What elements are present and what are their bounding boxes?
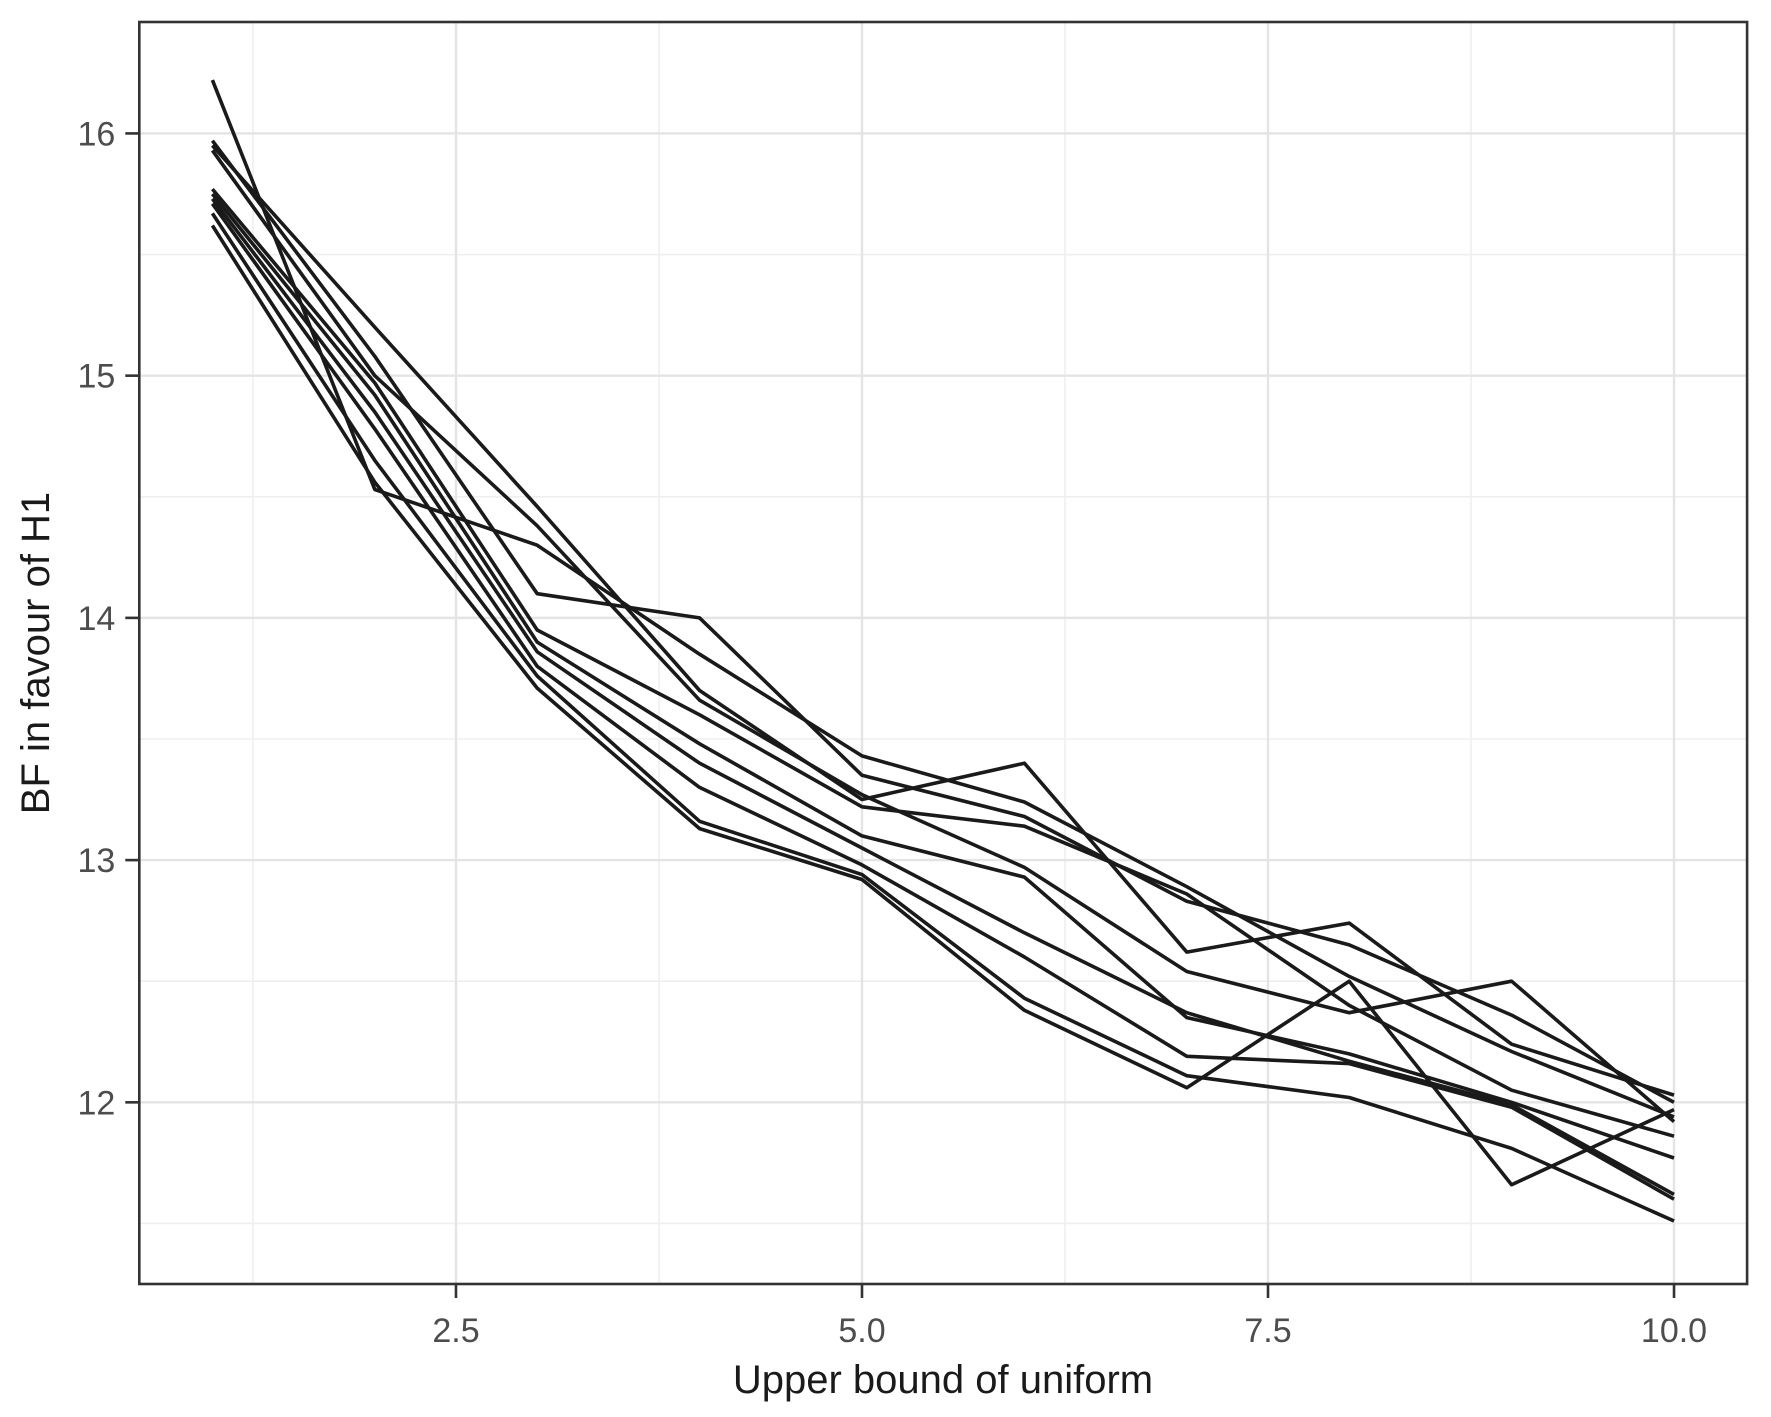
series-line-run-9 <box>210 212 1675 1223</box>
panel-border <box>138 20 1749 1286</box>
x-tick-label: 2.5 <box>432 1312 479 1350</box>
y-tick-label: 15 <box>77 358 115 396</box>
x-axis-title: Upper bound of uniform <box>732 1358 1154 1402</box>
series-line-run-10 <box>210 224 1675 1187</box>
series-line-run-2 <box>210 139 1675 1104</box>
x-tick-label: 7.5 <box>1244 1312 1291 1350</box>
series-line-run-3 <box>211 144 1675 1097</box>
panel-background <box>139 22 1748 1284</box>
y-tick-label: 14 <box>77 600 115 638</box>
x-tick-label: 10.0 <box>1641 1312 1707 1350</box>
series-line-run-5 <box>211 187 1675 1138</box>
y-axis-title-text: BF in favour of H1 <box>14 491 58 815</box>
series-line-run-6 <box>210 192 1675 1160</box>
series-line-run-4 <box>210 149 1676 1124</box>
x-tick-label: 5.0 <box>838 1312 885 1350</box>
y-tick-label: 13 <box>77 842 115 880</box>
y-tick-label: 16 <box>77 115 115 153</box>
y-tick-label: 12 <box>77 1084 115 1122</box>
